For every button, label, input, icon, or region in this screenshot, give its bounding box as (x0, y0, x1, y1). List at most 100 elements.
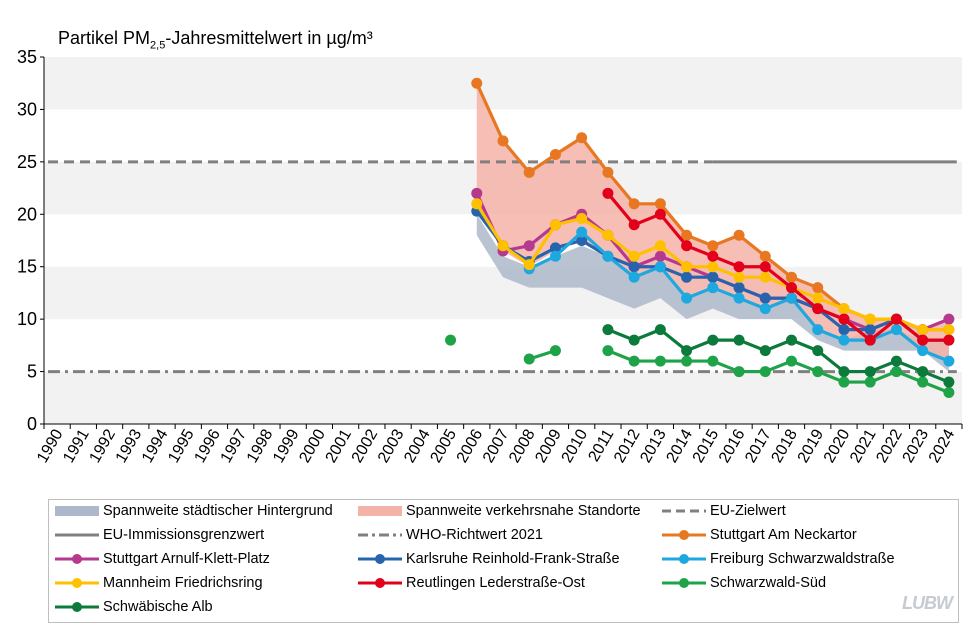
data-point (812, 345, 824, 357)
data-point (654, 240, 666, 252)
grid-band (44, 371, 962, 424)
x-tick-label: 2000 (296, 426, 329, 465)
data-point (576, 235, 588, 246)
data-point (943, 387, 955, 399)
data-point (654, 355, 666, 367)
x-tick-label: 2002 (349, 426, 382, 465)
data-point (628, 219, 640, 231)
data-point (759, 271, 771, 283)
data-point (654, 208, 666, 220)
legend-symbol (662, 509, 706, 513)
legend-item-mannheim: Mannheim Friedrichsring (55, 575, 263, 591)
data-point (733, 282, 745, 294)
legend-item-schwarzwald-sued: Schwarzwald-Süd (662, 575, 826, 591)
data-point (864, 334, 876, 346)
x-tick-label: 1990 (34, 426, 67, 465)
legend-marker (679, 554, 689, 564)
legend-symbol (55, 602, 99, 612)
legend-symbol (358, 554, 402, 564)
data-point (733, 334, 745, 346)
legend-symbol (55, 554, 99, 564)
data-point (549, 345, 561, 357)
data-point (733, 271, 745, 283)
data-point (733, 292, 745, 304)
data-point (602, 324, 614, 336)
legend-symbol (358, 578, 402, 588)
data-point (602, 250, 614, 262)
lubw-logo: LUBW (902, 593, 953, 613)
data-point (681, 355, 693, 367)
y-tick-label: 15 (17, 257, 37, 277)
data-point (549, 219, 561, 231)
x-tick-label: 2001 (323, 426, 356, 465)
legend-symbol (55, 506, 99, 516)
legend-marker (679, 578, 689, 588)
data-point (838, 376, 850, 388)
x-tick-label: 2019 (795, 426, 828, 465)
data-point (943, 334, 955, 346)
data-point (497, 240, 509, 252)
data-point (864, 366, 876, 378)
data-point (890, 355, 902, 367)
data-point (628, 198, 640, 210)
data-point (812, 303, 824, 315)
data-point (707, 250, 719, 262)
x-tick-label: 2024 (926, 426, 959, 465)
legend-item-schwaebische-alb: Schwäbische Alb (55, 599, 213, 615)
data-point (707, 271, 719, 283)
legend-item-traffic-sites: Spannweite verkehrsnahe Standorte (358, 503, 641, 519)
data-point (917, 334, 929, 346)
data-point (602, 187, 614, 199)
data-point (917, 366, 929, 378)
x-tick-label: 2021 (847, 426, 880, 465)
data-point (471, 77, 483, 89)
x-tick-label: 2008 (506, 426, 539, 465)
x-tick-label: 1995 (165, 426, 198, 465)
y-tick-label: 20 (17, 204, 37, 224)
legend-symbol (662, 530, 706, 540)
chart-legend: Spannweite städtischer Hintergrund Spann… (48, 499, 959, 623)
data-point (733, 229, 745, 241)
data-point (445, 334, 457, 346)
data-point (759, 366, 771, 378)
series-line (606, 192, 949, 342)
data-point (917, 345, 929, 357)
data-point (681, 292, 693, 304)
x-tick-label: 2010 (559, 426, 592, 465)
data-point (838, 366, 850, 378)
data-point (707, 355, 719, 367)
data-point (707, 282, 719, 294)
chart-title: Partikel PM2,5-Jahresmittelwert in µg/m³ (58, 28, 373, 52)
data-point (628, 334, 640, 346)
legend-symbol (662, 554, 706, 564)
legend-symbol (662, 578, 706, 588)
data-point (523, 240, 535, 252)
data-point (654, 250, 666, 262)
legend-swatch (358, 506, 402, 516)
data-point (838, 303, 850, 315)
data-point (890, 324, 902, 336)
x-tick-label: 2017 (742, 426, 775, 465)
legend-symbol (358, 506, 402, 516)
data-point (549, 250, 561, 262)
data-point (812, 282, 824, 294)
data-point (628, 271, 640, 283)
data-point (890, 313, 902, 325)
data-point (812, 292, 824, 304)
legend-marker (375, 554, 385, 564)
x-tick-label: 2015 (690, 426, 723, 465)
legend-item-who: WHO-Richtwert 2021 (358, 527, 543, 543)
data-point (628, 250, 640, 262)
legend-marker (72, 554, 82, 564)
x-tick-label: 2006 (454, 426, 487, 465)
legend-marker (72, 602, 82, 612)
data-point (943, 324, 955, 336)
x-tick-label: 2004 (401, 426, 434, 465)
data-point (812, 366, 824, 378)
legend-item-stuttgart-arnulf: Stuttgart Arnulf-Klett-Platz (55, 551, 270, 567)
data-point (786, 292, 798, 304)
data-point (890, 366, 902, 378)
data-point (576, 132, 588, 144)
data-point (733, 261, 745, 273)
data-point (523, 353, 535, 365)
